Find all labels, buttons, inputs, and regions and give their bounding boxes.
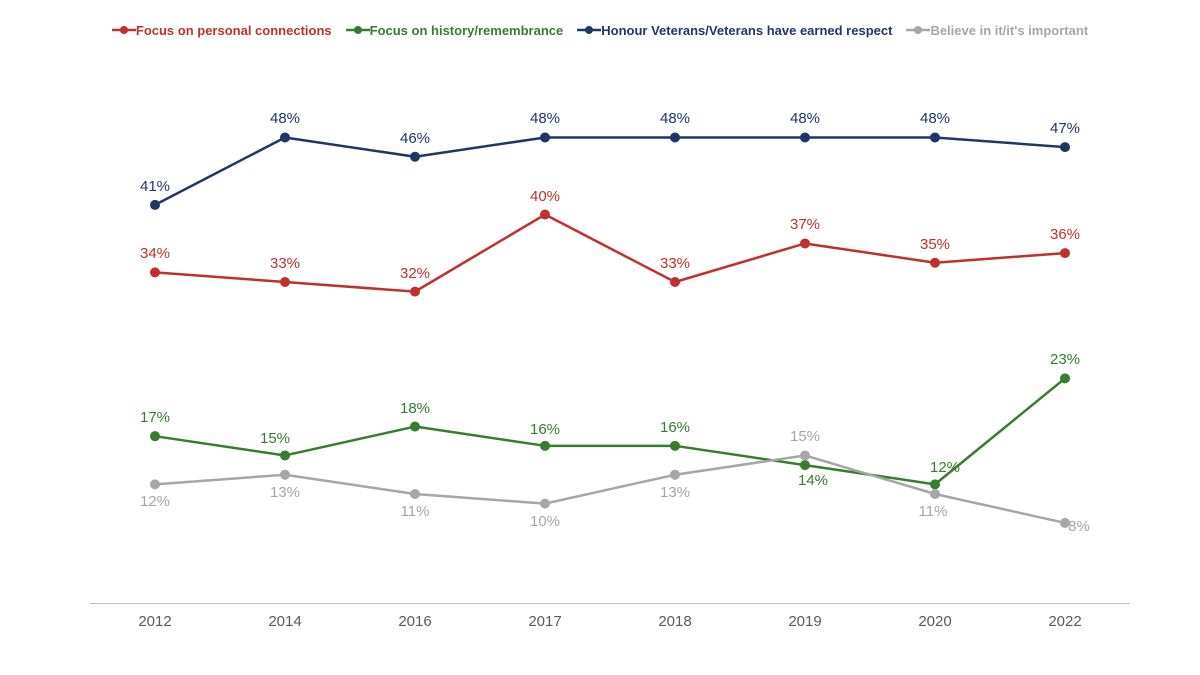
legend-label: Believe in it/it's important bbox=[930, 23, 1088, 38]
series-marker-history bbox=[150, 431, 160, 441]
data-label-personal: 37% bbox=[790, 216, 820, 233]
legend-marker-icon bbox=[112, 23, 136, 37]
data-label-believe: 11% bbox=[401, 503, 430, 520]
data-label-personal: 32% bbox=[400, 265, 430, 282]
x-axis-label: 2014 bbox=[268, 613, 301, 630]
series-marker-honour bbox=[800, 132, 810, 142]
plot-area: 2012201420162017201820192020202234%33%32… bbox=[90, 70, 1130, 600]
series-marker-believe bbox=[150, 479, 160, 489]
data-label-believe: 11% bbox=[919, 503, 948, 520]
data-label-believe: 10% bbox=[530, 513, 560, 530]
series-marker-personal bbox=[800, 238, 810, 248]
data-label-believe: 13% bbox=[660, 484, 690, 501]
legend-label: Honour Veterans/Veterans have earned res… bbox=[601, 23, 892, 38]
series-line-history bbox=[155, 378, 1065, 484]
data-label-history: 12% bbox=[930, 459, 960, 476]
legend-marker-icon bbox=[577, 23, 601, 37]
series-marker-honour bbox=[540, 132, 550, 142]
data-label-history: 16% bbox=[660, 419, 690, 436]
series-marker-honour bbox=[280, 132, 290, 142]
line-chart: Focus on personal connections Focus on hi… bbox=[0, 0, 1200, 675]
data-label-honour: 48% bbox=[660, 110, 690, 127]
series-marker-honour bbox=[1060, 142, 1070, 152]
legend: Focus on personal connections Focus on hi… bbox=[0, 0, 1200, 60]
x-axis-label: 2019 bbox=[788, 613, 821, 630]
series-marker-personal bbox=[150, 267, 160, 277]
series-marker-personal bbox=[280, 277, 290, 287]
x-axis-label: 2018 bbox=[658, 613, 691, 630]
data-label-honour: 41% bbox=[140, 178, 170, 195]
data-label-history: 23% bbox=[1050, 351, 1080, 368]
legend-marker-icon bbox=[906, 23, 930, 37]
series-marker-honour bbox=[150, 200, 160, 210]
data-label-personal: 40% bbox=[530, 188, 560, 205]
x-axis-line bbox=[90, 603, 1130, 604]
legend-item-history: Focus on history/remembrance bbox=[346, 23, 564, 38]
series-marker-history bbox=[930, 479, 940, 489]
x-axis-label: 2016 bbox=[398, 613, 431, 630]
data-label-history: 16% bbox=[530, 421, 560, 438]
data-label-honour: 46% bbox=[400, 130, 430, 147]
data-label-honour: 47% bbox=[1050, 120, 1080, 137]
legend-label: Focus on personal connections bbox=[136, 23, 332, 38]
data-label-believe: 15% bbox=[790, 428, 820, 445]
data-label-believe: 8% bbox=[1068, 518, 1090, 535]
legend-marker-icon bbox=[346, 23, 370, 37]
chart-svg bbox=[90, 70, 1130, 600]
data-label-honour: 48% bbox=[270, 110, 300, 127]
data-label-honour: 48% bbox=[920, 110, 950, 127]
legend-item-personal: Focus on personal connections bbox=[112, 23, 332, 38]
series-marker-history bbox=[670, 441, 680, 451]
legend-item-believe: Believe in it/it's important bbox=[906, 23, 1088, 38]
series-marker-personal bbox=[410, 287, 420, 297]
legend-item-honour: Honour Veterans/Veterans have earned res… bbox=[577, 23, 892, 38]
series-marker-believe bbox=[670, 470, 680, 480]
series-marker-history bbox=[1060, 373, 1070, 383]
data-label-honour: 48% bbox=[790, 110, 820, 127]
series-marker-history bbox=[540, 441, 550, 451]
series-marker-history bbox=[800, 460, 810, 470]
series-marker-personal bbox=[670, 277, 680, 287]
series-marker-honour bbox=[670, 132, 680, 142]
series-line-honour bbox=[155, 137, 1065, 204]
data-label-personal: 33% bbox=[660, 255, 690, 272]
series-marker-believe bbox=[280, 470, 290, 480]
series-marker-believe bbox=[540, 499, 550, 509]
series-marker-personal bbox=[540, 210, 550, 220]
data-label-believe: 13% bbox=[270, 484, 300, 501]
x-axis-label: 2017 bbox=[528, 613, 561, 630]
series-marker-believe bbox=[410, 489, 420, 499]
series-line-personal bbox=[155, 215, 1065, 292]
data-label-personal: 36% bbox=[1050, 226, 1080, 243]
data-label-history: 15% bbox=[260, 430, 290, 447]
series-marker-history bbox=[410, 422, 420, 432]
series-marker-personal bbox=[1060, 248, 1070, 258]
data-label-honour: 48% bbox=[530, 110, 560, 127]
data-label-believe: 12% bbox=[140, 493, 170, 510]
data-label-personal: 34% bbox=[140, 245, 170, 262]
series-marker-believe bbox=[800, 450, 810, 460]
series-marker-believe bbox=[930, 489, 940, 499]
data-label-history: 18% bbox=[400, 400, 430, 417]
series-marker-honour bbox=[410, 152, 420, 162]
legend-label: Focus on history/remembrance bbox=[370, 23, 564, 38]
x-axis-label: 2020 bbox=[918, 613, 951, 630]
data-label-personal: 35% bbox=[920, 236, 950, 253]
data-label-history: 17% bbox=[140, 409, 170, 426]
x-axis-label: 2012 bbox=[138, 613, 171, 630]
data-label-history: 14% bbox=[798, 472, 828, 489]
series-marker-honour bbox=[930, 132, 940, 142]
data-label-personal: 33% bbox=[270, 255, 300, 272]
series-marker-personal bbox=[930, 258, 940, 268]
series-marker-history bbox=[280, 450, 290, 460]
x-axis-label: 2022 bbox=[1048, 613, 1081, 630]
